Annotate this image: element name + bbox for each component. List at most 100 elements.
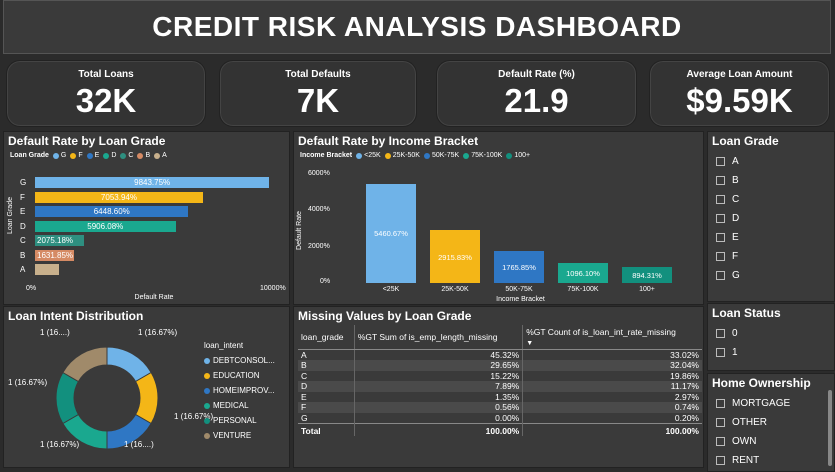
slicer-option[interactable]: 1: [708, 343, 834, 362]
slicer-option[interactable]: 0: [708, 324, 834, 343]
legend-item[interactable]: D: [103, 152, 116, 159]
legend-item[interactable]: C: [120, 152, 133, 159]
legend-item[interactable]: 50K-75K: [423, 152, 459, 159]
slicer-option[interactable]: MORTGAGE: [708, 394, 834, 413]
checkbox[interactable]: [716, 233, 725, 242]
grade-bar[interactable]: [35, 264, 59, 275]
dashboard-title-bar: CREDIT RISK ANALYSIS DASHBOARD: [3, 0, 831, 54]
checkbox[interactable]: [716, 329, 725, 338]
col-header-emp-length[interactable]: %GT Sum of is_emp_length_missing: [354, 325, 524, 350]
intent-slice[interactable]: [55, 371, 80, 425]
missing-values-panel[interactable]: Missing Values by Loan Grade loan_grade …: [293, 306, 704, 468]
income-bar[interactable]: 894.31%: [622, 266, 672, 283]
slicer-option[interactable]: B: [708, 171, 834, 190]
kpi-default-rate[interactable]: Default Rate (%) 21.9: [436, 60, 637, 127]
grade-bar[interactable]: 2075.18%: [35, 235, 85, 246]
intent-slice-label: 1 (16....): [124, 440, 154, 449]
slicer-option-label: A: [732, 156, 739, 167]
legend-item[interactable]: 75K-100K: [463, 152, 502, 159]
income-bar[interactable]: 1765.85%: [494, 250, 544, 283]
home-ownership-slicer[interactable]: Home Ownership MORTGAGE OTHER OWN RENT: [707, 373, 835, 472]
intent-legend-item[interactable]: PERSONAL: [204, 413, 275, 428]
slicer-option[interactable]: RENT: [708, 451, 834, 470]
grade-bar[interactable]: 7053.94%: [35, 191, 203, 203]
intent-slice[interactable]: [62, 346, 108, 383]
checkbox[interactable]: [716, 399, 725, 408]
col-header-int-rate[interactable]: %GT Count of is_loan_int_rate_missing ▼: [522, 325, 702, 350]
legend-label: <25K: [364, 152, 381, 159]
income-bar[interactable]: 2915.83%: [430, 230, 480, 283]
checkbox[interactable]: [716, 348, 725, 357]
legend-item[interactable]: F: [70, 152, 83, 159]
slicer-option[interactable]: OTHER: [708, 413, 834, 432]
legend-item[interactable]: 25K-50K: [384, 152, 420, 159]
intent-legend-item[interactable]: HOMEIMPROV...: [204, 383, 275, 398]
table-row[interactable]: D 7.89% 11.17%: [298, 381, 702, 392]
table-row[interactable]: C 15.22% 19.86%: [298, 370, 702, 381]
intent-legend-item[interactable]: MEDICAL: [204, 398, 275, 413]
legend-item[interactable]: E: [86, 152, 99, 159]
grade-bar[interactable]: 5906.08%: [35, 220, 176, 232]
grade-xtick-1: 10000%: [260, 285, 286, 292]
income-chart-panel[interactable]: Default Rate by Income Bracket Income Br…: [293, 131, 704, 305]
kpi-value: 32K: [75, 82, 137, 119]
income-bar[interactable]: 1096.10%: [558, 263, 608, 283]
intent-legend-item[interactable]: EDUCATION: [204, 368, 275, 383]
checkbox[interactable]: [716, 437, 725, 446]
table-cell: 1.35%: [354, 391, 524, 402]
kpi-average-loan-amount[interactable]: Average Loan Amount $9.59K: [649, 60, 830, 127]
checkbox[interactable]: [716, 418, 725, 427]
legend-item[interactable]: B: [137, 152, 150, 159]
income-bar-label: 1096.10%: [566, 269, 600, 279]
intent-legend-item[interactable]: DEBTCONSOL...: [204, 353, 275, 368]
table-total-cell: Total: [298, 422, 355, 436]
slicer-option[interactable]: E: [708, 228, 834, 247]
income-ytick-3: 0%: [320, 278, 331, 285]
checkbox[interactable]: [716, 271, 725, 280]
kpi-total-loans[interactable]: Total Loans 32K: [6, 60, 206, 127]
grade-category-label: A: [20, 265, 26, 274]
legend-item[interactable]: G: [52, 152, 66, 159]
legend-item[interactable]: 100+: [506, 152, 530, 159]
checkbox[interactable]: [716, 252, 725, 261]
table-row[interactable]: G 0.00% 0.20%: [298, 412, 702, 423]
slicer-scrollbar[interactable]: [828, 390, 832, 466]
legend-item[interactable]: A: [154, 152, 167, 159]
table-cell: E: [298, 391, 355, 402]
checkbox[interactable]: [716, 195, 725, 204]
grade-bar[interactable]: 9843.75%: [35, 177, 270, 188]
table-row[interactable]: F 0.56% 0.74%: [298, 402, 702, 413]
intent-legend-item[interactable]: VENTURE: [204, 428, 275, 443]
intent-slice[interactable]: [134, 371, 159, 425]
slicer-option[interactable]: F: [708, 247, 834, 266]
table-row[interactable]: B 29.65% 32.04%: [298, 360, 702, 371]
slicer-option[interactable]: G: [708, 266, 834, 285]
home-ownership-slicer-title: Home Ownership: [712, 376, 811, 390]
table-row[interactable]: A 45.32% 33.02%: [298, 349, 702, 360]
grade-category-label: D: [20, 221, 26, 231]
loan-status-slicer[interactable]: Loan Status 0 1: [707, 303, 835, 371]
intent-slice-label: 1 (16.67%): [40, 440, 79, 449]
grade-bar-label: 6448.60%: [93, 207, 130, 216]
col-header-loan-grade[interactable]: loan_grade: [298, 325, 355, 350]
slicer-option[interactable]: A: [708, 152, 834, 171]
grade-bar[interactable]: 6448.60%: [35, 206, 189, 217]
table-row[interactable]: E 1.35% 2.97%: [298, 391, 702, 402]
intent-chart-panel[interactable]: Loan Intent Distribution 1 (16.67%) 1 (16…: [3, 306, 290, 468]
legend-dot-icon: [70, 152, 77, 159]
table-cell: 29.65%: [354, 360, 524, 371]
checkbox[interactable]: [716, 176, 725, 185]
checkbox[interactable]: [716, 456, 725, 465]
income-bar[interactable]: 5460.67%: [366, 183, 416, 283]
slicer-option[interactable]: C: [708, 190, 834, 209]
slicer-option[interactable]: OWN: [708, 432, 834, 451]
grade-bar[interactable]: 1631.85%: [35, 249, 74, 261]
checkbox[interactable]: [716, 157, 725, 166]
slicer-option[interactable]: D: [708, 209, 834, 228]
legend-item[interactable]: <25K: [356, 152, 381, 159]
legend-dot-icon: [154, 152, 161, 159]
checkbox[interactable]: [716, 214, 725, 223]
kpi-total-defaults[interactable]: Total Defaults 7K: [219, 60, 417, 127]
